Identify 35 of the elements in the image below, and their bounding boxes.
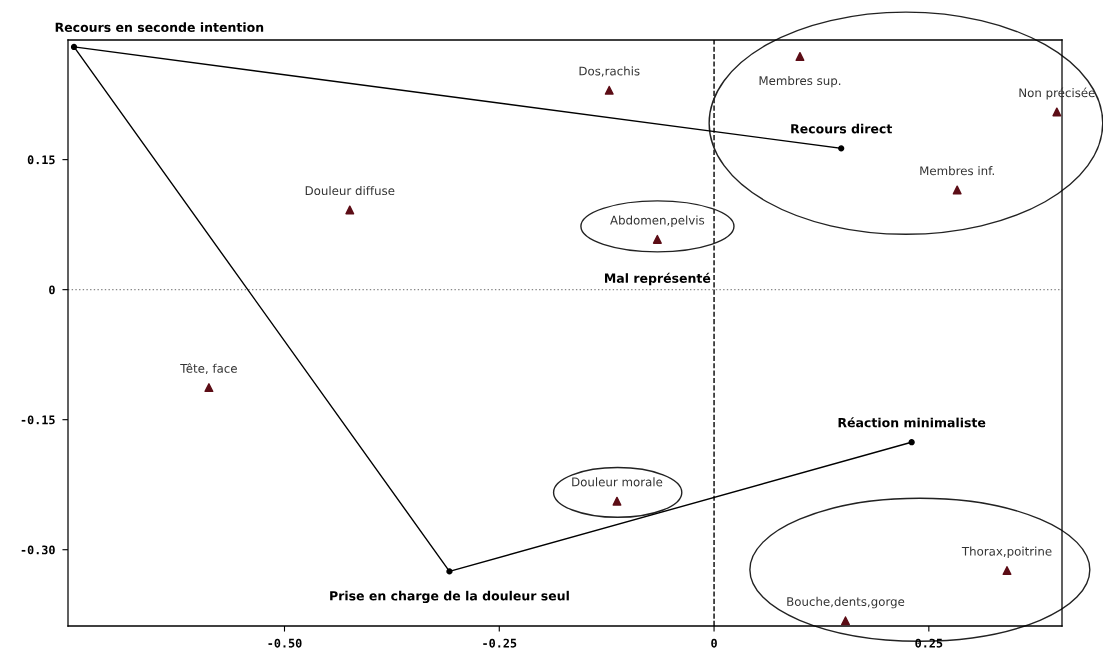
- annotation: Thorax,poitrine: [961, 546, 1052, 559]
- point: [1052, 107, 1062, 117]
- annotation: Bouche,dents,gorge: [787, 596, 905, 609]
- annotation: Recours direct: [791, 123, 893, 134]
- annotation: Dos,rachis: [579, 66, 640, 77]
- annotation: Abdomen,pelvis: [610, 215, 705, 227]
- point: [345, 205, 355, 215]
- annotation: Recours en seconde intention: [55, 22, 264, 33]
- annotation: Membres inf.: [920, 166, 994, 176]
- point: [795, 51, 805, 61]
- point: [652, 234, 662, 244]
- annotation: Tête, face: [180, 363, 237, 375]
- point: [908, 439, 915, 446]
- point: [838, 145, 845, 152]
- x-tick-label: -0.25: [483, 638, 517, 648]
- annotation: Membres sup.: [759, 75, 841, 88]
- x-tick-label: 0: [711, 638, 717, 648]
- y-tick-label: 0: [49, 285, 55, 295]
- y-tick-label: -0.15: [21, 415, 55, 425]
- annotation: Prise en charge de la douleur seul: [330, 590, 569, 604]
- y-tick-label: -0.30: [21, 545, 55, 555]
- point: [612, 496, 622, 506]
- annotation: Douleur morale: [572, 477, 663, 487]
- y-tick-label: 0.15: [27, 155, 55, 165]
- x-tick-label: -0.50: [268, 638, 302, 648]
- point: [952, 185, 962, 195]
- annotation: Réaction minimaliste: [838, 417, 986, 428]
- point: [841, 616, 851, 626]
- annotation: Douleur diffuse: [305, 185, 395, 196]
- point: [446, 568, 453, 575]
- point: [70, 43, 78, 51]
- point: [604, 85, 614, 95]
- annotation: Mal représenté: [605, 272, 711, 286]
- point: [204, 383, 214, 393]
- point: [1002, 566, 1012, 576]
